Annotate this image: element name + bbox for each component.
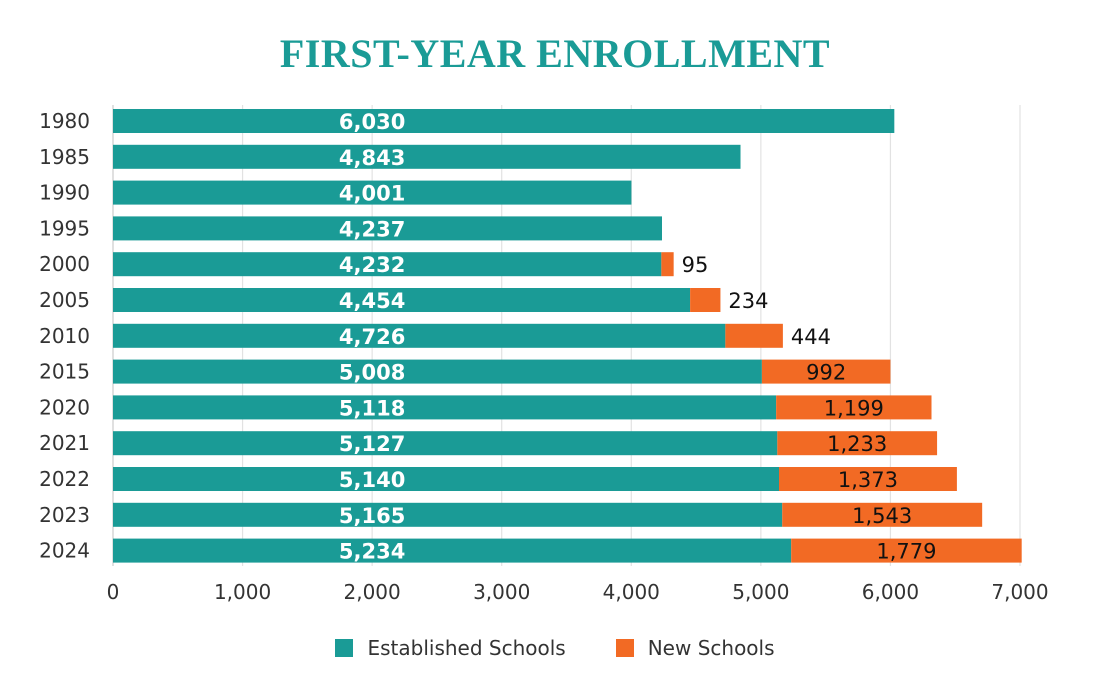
bar-new bbox=[778, 467, 957, 491]
chart-legend: Established Schools New Schools bbox=[0, 636, 1110, 660]
data-label-established: 4,237 bbox=[339, 217, 405, 241]
bar-new bbox=[761, 359, 891, 384]
x-tick-label: 1,000 bbox=[214, 580, 271, 604]
x-tick-label: 4,000 bbox=[603, 580, 660, 604]
data-label-established: 4,232 bbox=[339, 253, 405, 277]
y-tick-label: 2010 bbox=[39, 324, 90, 348]
data-label-established: 5,165 bbox=[339, 504, 405, 528]
data-label-established: 5,008 bbox=[339, 361, 405, 385]
bar-new bbox=[782, 502, 983, 527]
data-label-established: 5,234 bbox=[339, 540, 405, 564]
bar-established bbox=[113, 538, 792, 563]
y-tick-label: 2020 bbox=[39, 395, 90, 419]
bar-established bbox=[113, 216, 662, 241]
bar-new bbox=[661, 252, 674, 277]
data-label-established: 5,140 bbox=[339, 468, 405, 492]
bar-established bbox=[113, 359, 762, 384]
legend-swatch-new bbox=[615, 639, 634, 657]
chart-title: FIRST-YEAR ENROLLMENT bbox=[279, 31, 831, 76]
x-tick-label: 6,000 bbox=[862, 580, 919, 604]
data-label-new: 1,373 bbox=[838, 468, 898, 492]
data-label-new: 234 bbox=[728, 289, 768, 313]
bar-established bbox=[113, 109, 895, 133]
bar-new bbox=[725, 323, 783, 348]
y-tick-label: 2000 bbox=[39, 252, 90, 276]
bar-established bbox=[113, 288, 691, 312]
bar-established bbox=[113, 180, 632, 205]
y-tick-label: 2015 bbox=[39, 360, 90, 384]
data-label-new: 1,233 bbox=[827, 432, 887, 456]
legend-label-established: Established Schools bbox=[367, 636, 566, 660]
y-tick-label: 2021 bbox=[39, 431, 90, 455]
data-label-new: 1,779 bbox=[876, 540, 936, 564]
data-label-new: 95 bbox=[682, 253, 709, 277]
y-tick-label: 2024 bbox=[39, 539, 90, 563]
bar-established bbox=[113, 431, 778, 456]
data-label-established: 4,726 bbox=[339, 325, 405, 349]
y-tick-label: 2023 bbox=[39, 503, 90, 527]
legend-item-new: New Schools bbox=[615, 636, 775, 660]
bar-new bbox=[791, 538, 1022, 563]
bar-established bbox=[113, 144, 741, 169]
y-tick-label: 1985 bbox=[39, 145, 90, 169]
y-tick-label: 1995 bbox=[39, 216, 90, 240]
data-label-established: 4,843 bbox=[339, 146, 405, 170]
bar-established bbox=[113, 252, 662, 277]
legend-item-established: Established Schools bbox=[335, 636, 566, 660]
data-label-new: 1,543 bbox=[852, 504, 912, 528]
data-label-established: 5,118 bbox=[339, 396, 405, 420]
x-tick-label: 3,000 bbox=[473, 580, 530, 604]
legend-swatch-established bbox=[335, 639, 354, 657]
legend-label-new: New Schools bbox=[647, 636, 775, 660]
y-tick-label: 2005 bbox=[39, 288, 90, 312]
bar-established bbox=[113, 502, 783, 527]
data-label-new: 1,199 bbox=[824, 396, 884, 420]
data-label-new: 444 bbox=[791, 325, 831, 349]
data-label-new: 992 bbox=[806, 361, 846, 385]
y-tick-label: 1980 bbox=[39, 109, 90, 133]
bar-established bbox=[113, 323, 726, 348]
bar-established bbox=[113, 395, 777, 420]
x-tick-label: 2,000 bbox=[344, 580, 401, 604]
bar-new bbox=[777, 431, 938, 456]
x-tick-label: 5,000 bbox=[732, 580, 789, 604]
bar-new bbox=[690, 288, 721, 312]
bar-new bbox=[776, 395, 932, 420]
data-label-established: 4,001 bbox=[339, 182, 405, 206]
data-label-established: 6,030 bbox=[339, 110, 405, 134]
y-tick-label: 2022 bbox=[39, 467, 90, 491]
x-tick-label: 0 bbox=[107, 580, 120, 604]
data-label-established: 5,127 bbox=[339, 432, 405, 456]
y-tick-label: 1990 bbox=[39, 181, 90, 205]
bar-established bbox=[113, 467, 779, 491]
x-tick-label: 7,000 bbox=[991, 580, 1048, 604]
data-label-established: 4,454 bbox=[339, 289, 405, 313]
